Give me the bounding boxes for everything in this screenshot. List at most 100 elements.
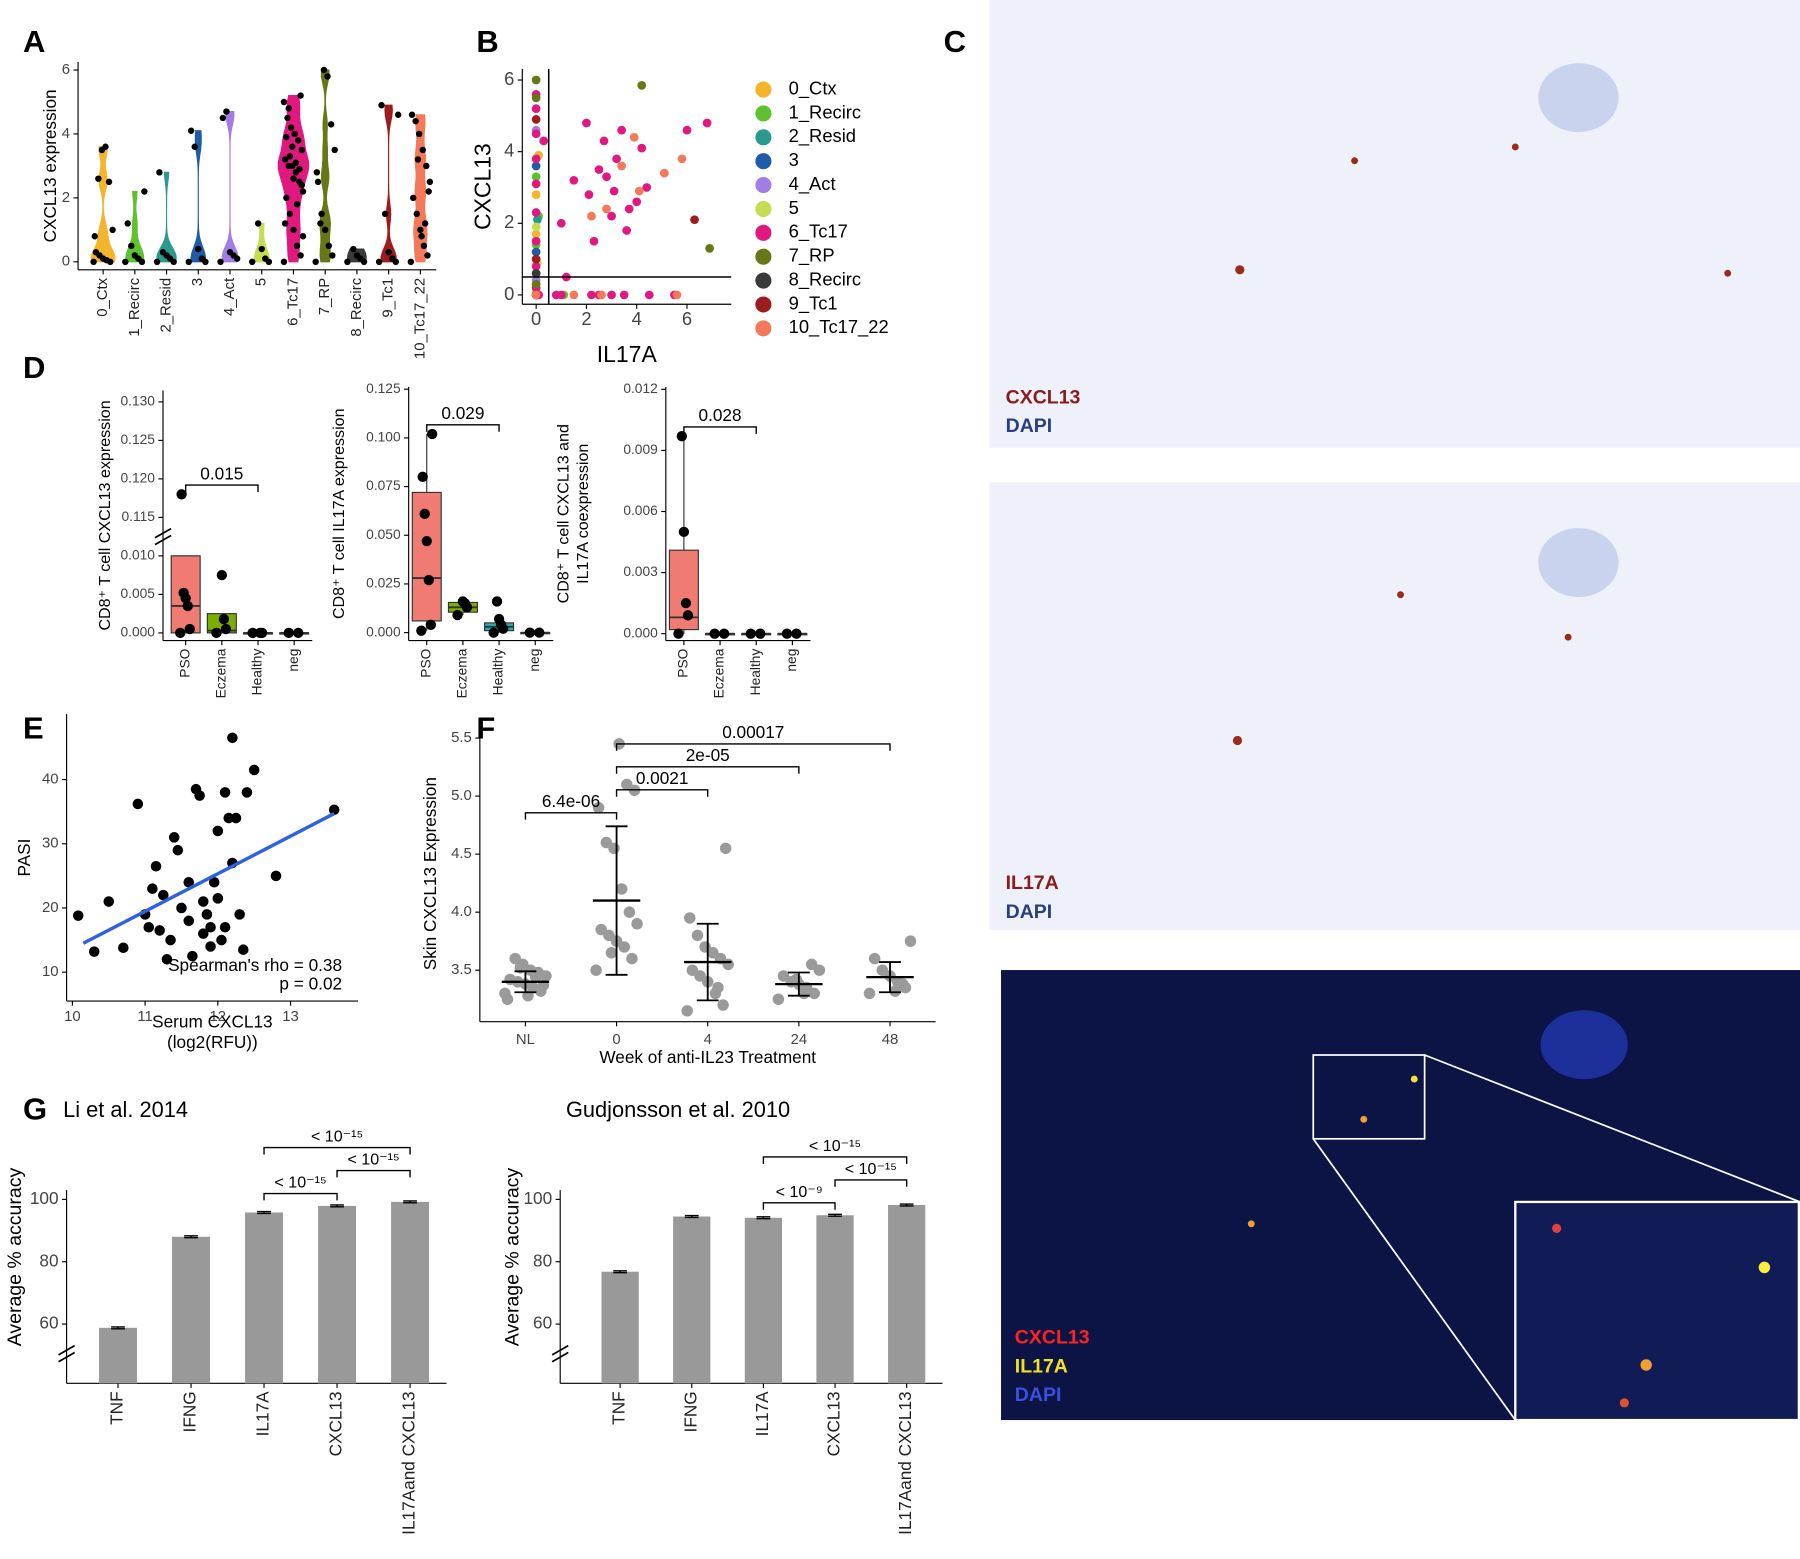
violin — [125, 190, 145, 263]
point — [418, 233, 425, 240]
point — [280, 98, 288, 106]
y-tick-label: 0.012 — [623, 381, 657, 396]
point — [634, 186, 644, 196]
zoom-box — [1312, 1054, 1426, 1140]
point — [531, 115, 541, 124]
stain-dot — [1232, 735, 1243, 746]
comparison-label: 6.4e-06 — [542, 791, 600, 811]
comparison-bracket — [336, 1169, 411, 1178]
point — [531, 254, 541, 264]
point — [299, 188, 307, 195]
regression-line — [82, 812, 335, 945]
point — [868, 952, 881, 965]
point — [904, 935, 917, 947]
point — [582, 118, 591, 128]
point — [691, 929, 704, 942]
point — [92, 249, 100, 256]
y-tick-label: 0.003 — [623, 564, 658, 579]
point — [531, 154, 541, 164]
point — [178, 587, 189, 599]
point — [531, 75, 541, 85]
point — [312, 258, 319, 266]
point — [344, 258, 351, 266]
point — [718, 628, 730, 639]
stain-dot — [1564, 633, 1572, 641]
comparison-bracket — [184, 484, 259, 492]
point — [599, 136, 609, 146]
comparison-bracket — [524, 812, 618, 820]
error-bar — [111, 1326, 125, 1330]
error-bar — [403, 1200, 417, 1204]
comparison-bracket — [615, 789, 709, 797]
point — [426, 178, 434, 186]
x-tick-label: 12 — [210, 1008, 227, 1025]
legend-swatch — [755, 200, 772, 217]
point — [702, 118, 712, 128]
point — [270, 870, 282, 882]
error-bar — [184, 1235, 198, 1239]
point — [191, 143, 198, 150]
error-bar — [756, 1216, 771, 1220]
x-tick-label: 0_Ctx — [94, 277, 111, 316]
point — [534, 627, 545, 638]
point — [407, 258, 415, 266]
x-axis-title: Week of anti-IL23 Treatment — [599, 1047, 816, 1067]
x-tick-label: 1_Recirc — [126, 277, 143, 336]
point — [219, 787, 231, 798]
point — [284, 114, 291, 122]
legend-swatch — [755, 248, 772, 265]
x-tick-label: neg — [784, 649, 799, 672]
point — [623, 906, 636, 918]
point — [158, 889, 169, 901]
stain-dot — [1410, 1075, 1418, 1083]
x-tick-label: Eczema — [712, 648, 727, 698]
point — [227, 732, 238, 744]
y-tick-label: 4.0 — [451, 903, 472, 920]
point — [394, 111, 402, 118]
point — [677, 154, 687, 164]
stain-dot — [1619, 1398, 1629, 1408]
point — [684, 912, 696, 924]
point — [417, 471, 428, 483]
bar — [816, 1215, 854, 1384]
point — [781, 628, 793, 639]
point — [597, 290, 606, 300]
point — [247, 627, 258, 639]
point — [617, 161, 626, 171]
point — [95, 175, 102, 182]
y-axis-title: CD8⁺ T cell CXCL13 and — [554, 424, 572, 603]
legend-label: 1_Recirc — [789, 101, 861, 123]
point — [176, 902, 187, 914]
point — [755, 628, 766, 639]
point — [318, 210, 325, 218]
point — [590, 964, 602, 976]
y-axis-title: Average % accuracy — [501, 1168, 523, 1347]
comparison-label: 0.015 — [200, 463, 243, 483]
point — [509, 952, 521, 965]
stain-dot — [1511, 143, 1519, 151]
point — [531, 222, 541, 232]
x-tick-label: 48 — [882, 1031, 899, 1048]
point — [291, 130, 298, 138]
point — [217, 258, 224, 266]
point — [676, 431, 688, 442]
point — [350, 245, 357, 253]
x-tick-label: 8_Recirc — [348, 277, 365, 336]
point — [413, 210, 421, 218]
point — [234, 909, 245, 920]
x-tick-label: Healthy — [748, 649, 763, 696]
point — [218, 613, 230, 625]
y-tick-label: 4.5 — [451, 845, 472, 862]
y-tick-label: 0.130 — [121, 394, 156, 409]
tissue-texture — [1538, 528, 1619, 597]
image-label: DAPI — [1015, 1384, 1062, 1406]
x-tick-label: Healthy — [250, 649, 265, 696]
point — [293, 627, 304, 639]
x-tick-label: 0 — [531, 308, 541, 329]
y-tick-label: 0.010 — [121, 548, 156, 563]
point — [381, 210, 389, 218]
violin — [221, 110, 239, 263]
x-tick-label: 7_RP — [316, 278, 333, 315]
error-bar — [605, 825, 628, 976]
